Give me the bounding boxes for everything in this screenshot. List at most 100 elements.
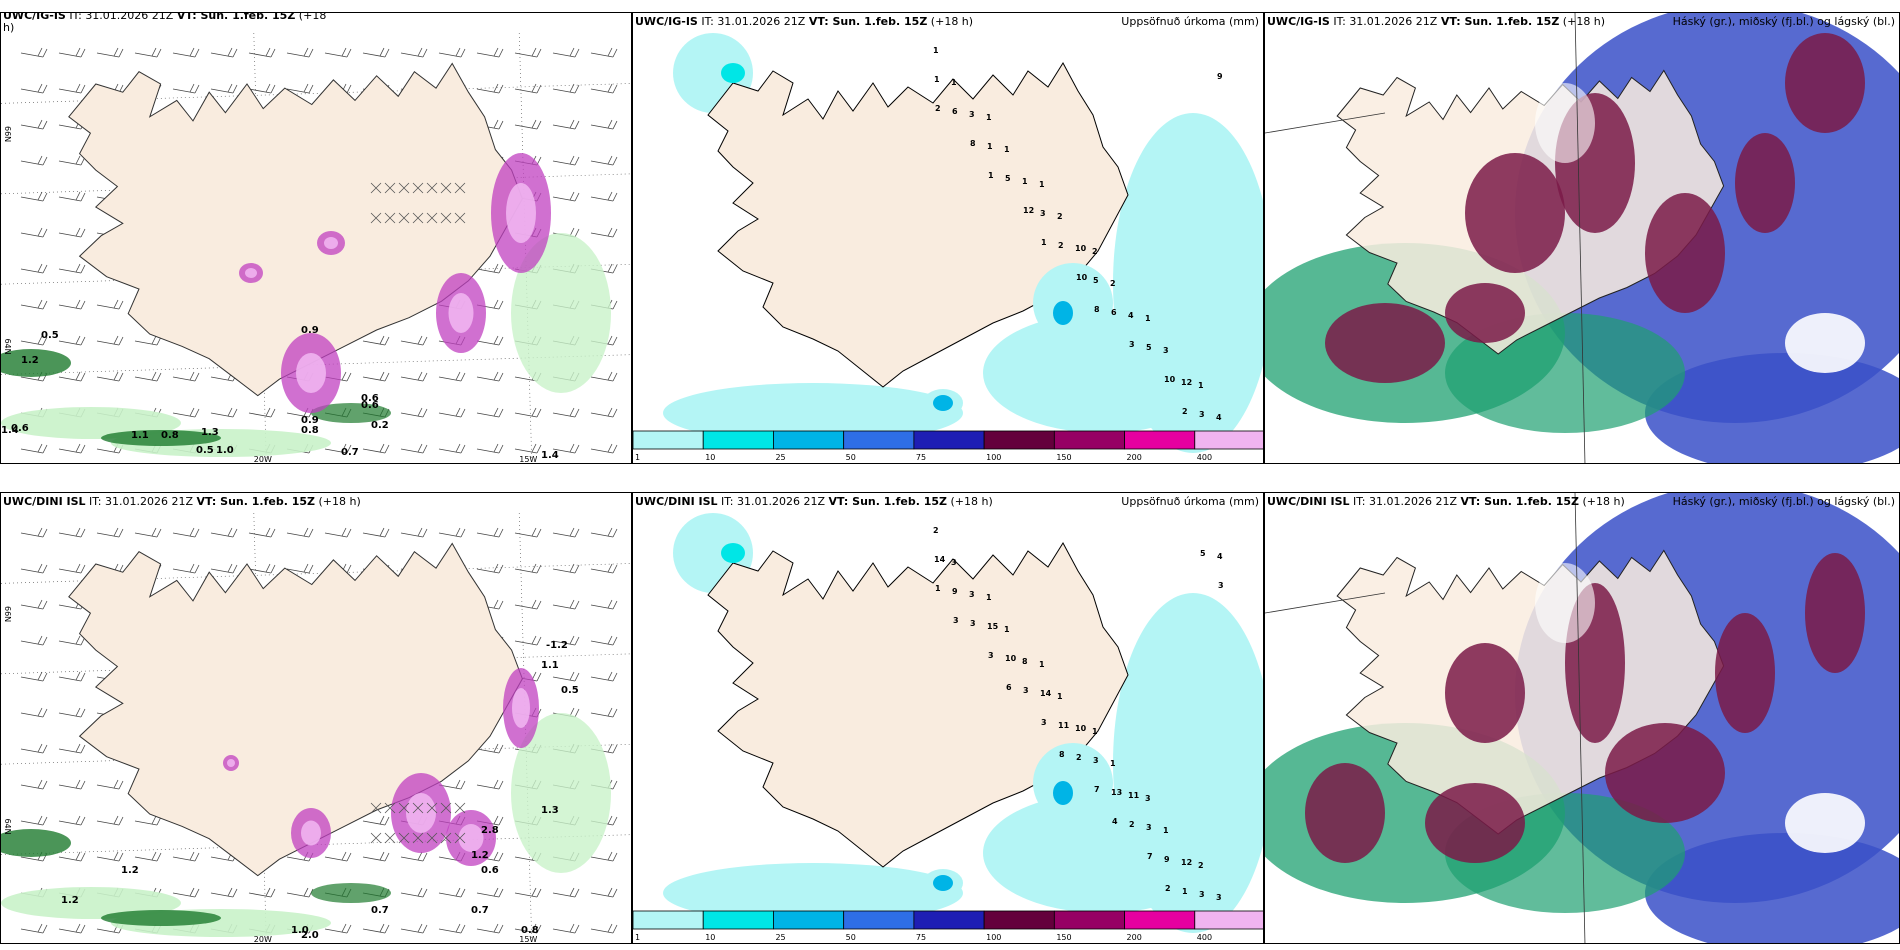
- precip-value-label: 15: [987, 622, 999, 631]
- precip-value-label: 10: [1075, 724, 1087, 733]
- precip-value-label: 6: [1006, 683, 1012, 692]
- precip-value-label: 1: [1182, 887, 1188, 896]
- precip-area-heavy: [933, 875, 953, 891]
- precip-value-label: 1: [1092, 727, 1098, 736]
- wind-barb: [58, 443, 86, 454]
- colorbar-segment: [702, 430, 774, 450]
- precip-value-label: 4: [1216, 413, 1222, 422]
- precip-value-label: 10: [1076, 273, 1088, 282]
- wind-barb: [590, 83, 618, 94]
- precip-value-label: 3: [1216, 893, 1222, 902]
- snow-hatch: [426, 212, 438, 224]
- colorbar-segment: [633, 430, 704, 450]
- wind-barb: [438, 47, 466, 58]
- latitude-line: [1, 563, 631, 584]
- wind-barb: [438, 887, 466, 898]
- precip-value-label: 1: [1145, 314, 1151, 323]
- convective-core: [406, 793, 436, 833]
- precip-area-heavy: [933, 395, 953, 411]
- colorbar-tick-label: 50: [846, 933, 856, 942]
- wind-barb: [58, 191, 86, 202]
- snow-hatch: [370, 182, 382, 194]
- wind-barb: [438, 371, 466, 382]
- snow-hatch: [398, 832, 410, 844]
- precip-area-heavy: [1053, 781, 1073, 805]
- precip-value-label: 3: [1199, 890, 1205, 899]
- lat-label-66n: 66N: [3, 606, 12, 622]
- wind-barb: [172, 527, 200, 538]
- wind-barb: [20, 527, 48, 538]
- precip-value-label: 13: [1111, 788, 1122, 797]
- panel-header-wrap: h): [3, 21, 15, 34]
- wind-barb: [514, 599, 542, 610]
- precip-value-label: 3: [1093, 756, 1099, 765]
- panel-header: UWC/DINI ISL IT: 31.01.2026 21Z VT: Sun.…: [3, 495, 361, 508]
- wind-barb: [552, 923, 580, 934]
- wind-barb: [210, 407, 238, 418]
- wind-barb: [58, 371, 86, 382]
- precip-value-label: 5: [1093, 276, 1099, 285]
- wind-barb: [20, 563, 48, 574]
- precip-area-heavy: [1053, 301, 1073, 325]
- wind-barb: [590, 155, 618, 166]
- wind-barb: [476, 335, 504, 346]
- precip-value-label: 3: [1041, 718, 1047, 727]
- high-cloud: [1805, 553, 1865, 673]
- wind-value-label: 2.8: [481, 825, 499, 836]
- wind-barb: [400, 371, 428, 382]
- panel-title: Háský (gr.), miðský (fj.bl.) og lágský (…: [1672, 495, 1895, 508]
- high-cloud: [1645, 193, 1725, 313]
- wind-barb: [590, 707, 618, 718]
- wind-barb: [20, 299, 48, 310]
- colorbar-tick-label: 75: [916, 933, 926, 942]
- convective-core: [324, 237, 338, 249]
- snow-hatch: [412, 832, 424, 844]
- wind-barb: [590, 563, 618, 574]
- wind-value-label: 0.6: [11, 423, 29, 434]
- precip-value-label: 2: [935, 104, 941, 113]
- high-cloud: [1785, 33, 1865, 133]
- wind-barb: [476, 779, 504, 790]
- lat-label-64n: 64N: [3, 818, 12, 834]
- wind-barb: [20, 227, 48, 238]
- wind-barb: [20, 599, 48, 610]
- precip-value-label: 14: [1040, 689, 1052, 698]
- panel-header: UWC/IG-IS IT: 31.01.2026 21Z VT: Sun. 1.…: [1267, 15, 1606, 28]
- wind-value-label: 0.5: [561, 685, 579, 696]
- wind-value-label: 1.0: [216, 445, 234, 456]
- precip-value-label: 8: [1094, 305, 1100, 314]
- snow-hatch: [440, 832, 452, 844]
- wind-barb: [172, 371, 200, 382]
- wind-barb: [172, 83, 200, 94]
- snow-hatch: [384, 802, 396, 814]
- lat-label-66n: 66N: [3, 126, 12, 142]
- high-cloud: [1605, 723, 1725, 823]
- wind-barb: [590, 635, 618, 646]
- precip-value-label: 10: [1164, 375, 1176, 384]
- colorbar-tick-label: 50: [846, 453, 856, 462]
- high-cloud: [1445, 643, 1525, 743]
- wind-barb: [58, 83, 86, 94]
- wind-barb: [286, 83, 314, 94]
- wind-barb: [400, 887, 428, 898]
- wind-barb: [552, 155, 580, 166]
- wind-barb: [476, 83, 504, 94]
- wind-barb: [514, 635, 542, 646]
- snow-hatch: [454, 832, 466, 844]
- wind-barb: [590, 851, 618, 862]
- snow-hatch: [454, 802, 466, 814]
- precip-value-label: 3: [988, 651, 994, 660]
- sea-band-dark: [1, 829, 71, 857]
- wind-barb: [552, 635, 580, 646]
- iceland-landmass: [707, 62, 1129, 388]
- wind-barb: [286, 527, 314, 538]
- wind-barb: [20, 335, 48, 346]
- wind-barb: [58, 635, 86, 646]
- lon-label-15w: 15W: [519, 935, 537, 944]
- precip-value-label: 2: [1129, 820, 1135, 829]
- wind-value-label: 1.4: [1, 425, 19, 436]
- wind-barb: [324, 527, 352, 538]
- precip-value-label: 1: [933, 46, 939, 55]
- wind-barb: [438, 527, 466, 538]
- wind-barb: [58, 923, 86, 934]
